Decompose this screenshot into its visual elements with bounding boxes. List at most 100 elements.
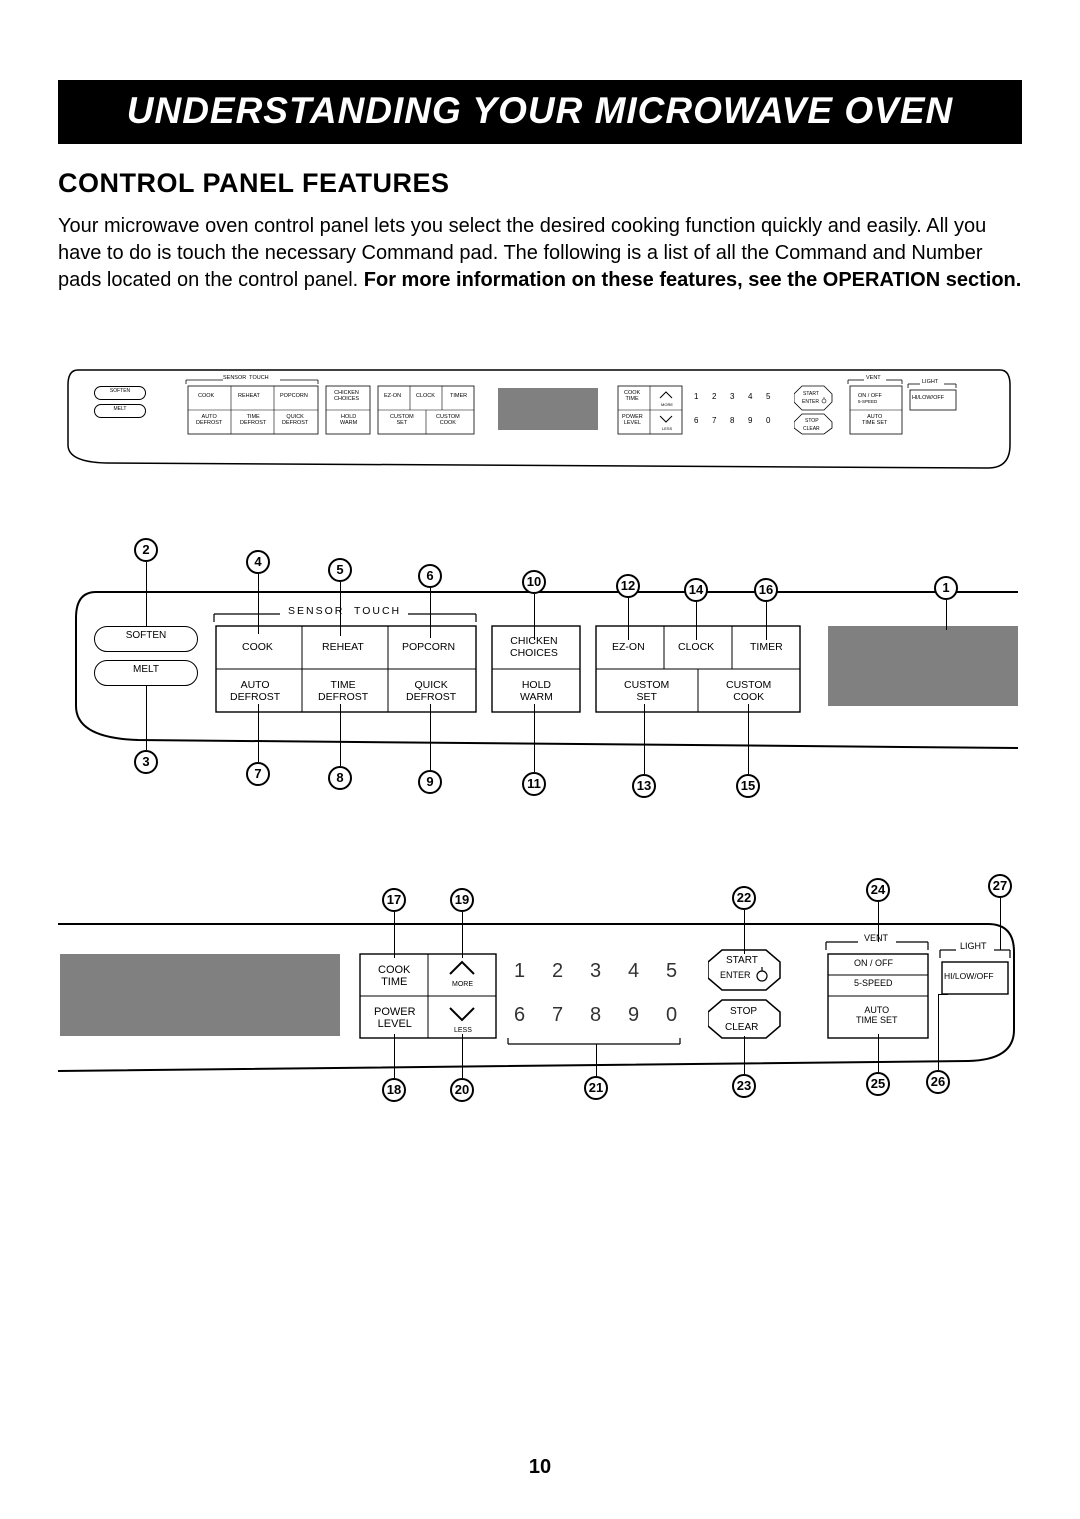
co-15: 15	[736, 774, 760, 798]
svg-text:CLEAR: CLEAR	[725, 1022, 758, 1033]
lbl-vent-sm: VENT	[866, 376, 881, 382]
k1-sm: 1	[694, 392, 698, 401]
display-sm	[498, 388, 598, 430]
btn-hold-sm: HOLD WARM	[340, 415, 357, 427]
btn-ezon-sm: EZ-ON	[384, 394, 401, 400]
co-24: 24	[866, 878, 890, 902]
btn-reheat-sm: REHEAT	[238, 394, 260, 400]
k8-sm: 8	[730, 416, 734, 425]
k7: 7	[552, 1004, 563, 1027]
k7-sm: 7	[712, 416, 716, 425]
page-title-bar: UNDERSTANDING YOUR MICROWAVE OVEN	[58, 80, 1022, 144]
co-4: 4	[246, 550, 270, 574]
ld15b	[748, 704, 749, 774]
ld1t	[946, 600, 947, 630]
ld16t	[766, 602, 767, 640]
co-16: 16	[754, 578, 778, 602]
arrows-sm: MORE LESS	[656, 388, 676, 432]
btn-cooktime-sm: COOK TIME	[624, 391, 640, 403]
btn-power-sm: POWER LEVEL	[622, 415, 643, 427]
l17	[394, 912, 395, 958]
ld3b	[146, 686, 147, 750]
ld12t	[628, 598, 629, 640]
btn-chicken-sm: CHICKEN CHOICES	[334, 391, 359, 403]
co-20: 20	[450, 1078, 474, 1102]
k1: 1	[514, 960, 525, 983]
co-10: 10	[522, 570, 546, 594]
btn-ccook-sm: CUSTOM COOK	[436, 415, 460, 427]
btn-ezon: EZ-ON	[612, 642, 645, 654]
btn-popcorn-sm: POPCORN	[280, 394, 308, 400]
intro-text-b: For more information on these features, …	[364, 269, 1022, 291]
l25	[878, 1034, 879, 1072]
svg-text:ENTER: ENTER	[720, 970, 751, 980]
co-26: 26	[926, 1070, 950, 1094]
co-1: 1	[934, 576, 958, 600]
btn-cset: CUSTOM SET	[624, 680, 669, 703]
co-23: 23	[732, 1074, 756, 1098]
co-2: 2	[134, 538, 158, 562]
l27	[1000, 898, 1001, 950]
btn-ats-sm: AUTO TIME SET	[862, 415, 887, 427]
co-7: 7	[246, 762, 270, 786]
btn-reheat: REHEAT	[322, 642, 364, 654]
co-8: 8	[328, 766, 352, 790]
btn-hold: HOLD WARM	[520, 680, 553, 703]
btn-ccook: CUSTOM COOK	[726, 680, 771, 703]
btn-timedef-sm: TIME DEFROST	[240, 415, 266, 427]
k6: 6	[514, 1004, 525, 1027]
btn-soften: SOFTEN	[94, 626, 198, 652]
lbl-light-sm: LIGHT	[922, 380, 938, 386]
btn-cset-sm: CUSTOM SET	[390, 415, 414, 427]
co-25: 25	[866, 1072, 890, 1096]
btn-melt: MELT	[94, 660, 198, 686]
btn-speed-sm: 5-SPEED	[858, 400, 877, 405]
k2-sm: 2	[712, 392, 716, 401]
btn-hilow: HI/LOW/OFF	[944, 972, 994, 981]
k0: 0	[666, 1004, 677, 1027]
co-12: 12	[616, 574, 640, 598]
k9-sm: 9	[748, 416, 752, 425]
start-stop-d3: START ENTER STOP CLEAR	[708, 948, 788, 1044]
btn-hilow-sm: HI/LOW/OFF	[912, 396, 944, 402]
lbl-light: LIGHT	[960, 942, 987, 952]
lbl-less: LESS	[454, 1027, 472, 1034]
ld7b	[258, 704, 259, 762]
btn-quickdef: QUICK DEFROST	[406, 680, 456, 703]
btn-ats: AUTO TIME SET	[856, 1006, 898, 1026]
right-zoom-diagram: COOK TIME POWER LEVEL MORE LESS 1 2 3 4 …	[58, 874, 1022, 1104]
arrows-d3: MORE LESS	[442, 956, 482, 1036]
ld14t	[696, 602, 697, 640]
l24	[878, 902, 879, 942]
svg-text:START: START	[726, 955, 758, 966]
l21	[596, 1044, 597, 1076]
lbl-sensor: SENSOR TOUCH	[288, 606, 401, 618]
ld2t	[146, 562, 147, 626]
k5-sm: 5	[766, 392, 770, 401]
btn-speed: 5-SPEED	[854, 979, 893, 989]
ld13b	[644, 704, 645, 774]
btn-cook: COOK	[242, 642, 273, 654]
ld4t	[258, 574, 259, 634]
co-18: 18	[382, 1078, 406, 1102]
page-number: 10	[0, 1456, 1080, 1479]
co-13: 13	[632, 774, 656, 798]
btn-onoff: ON / OFF	[854, 959, 893, 969]
btn-power: POWER LEVEL	[374, 1006, 416, 1030]
svg-text:ENTER: ENTER	[802, 399, 819, 405]
l18	[394, 1034, 395, 1078]
l26	[938, 994, 939, 1070]
section-heading: CONTROL PANEL FEATURES	[58, 168, 1022, 199]
l23	[744, 1036, 745, 1074]
btn-timer-sm: TIMER	[450, 394, 467, 400]
k2: 2	[552, 960, 563, 983]
co-9: 9	[418, 770, 442, 794]
btn-cooktime: COOK TIME	[378, 964, 410, 988]
co-5: 5	[328, 558, 352, 582]
k6-sm: 6	[694, 416, 698, 425]
k4: 4	[628, 960, 639, 983]
l19	[462, 912, 463, 958]
startstop-sm: START ENTER STOP CLEAR	[794, 384, 838, 436]
btn-cook-sm: COOK	[198, 394, 214, 400]
ld11b	[534, 704, 535, 772]
